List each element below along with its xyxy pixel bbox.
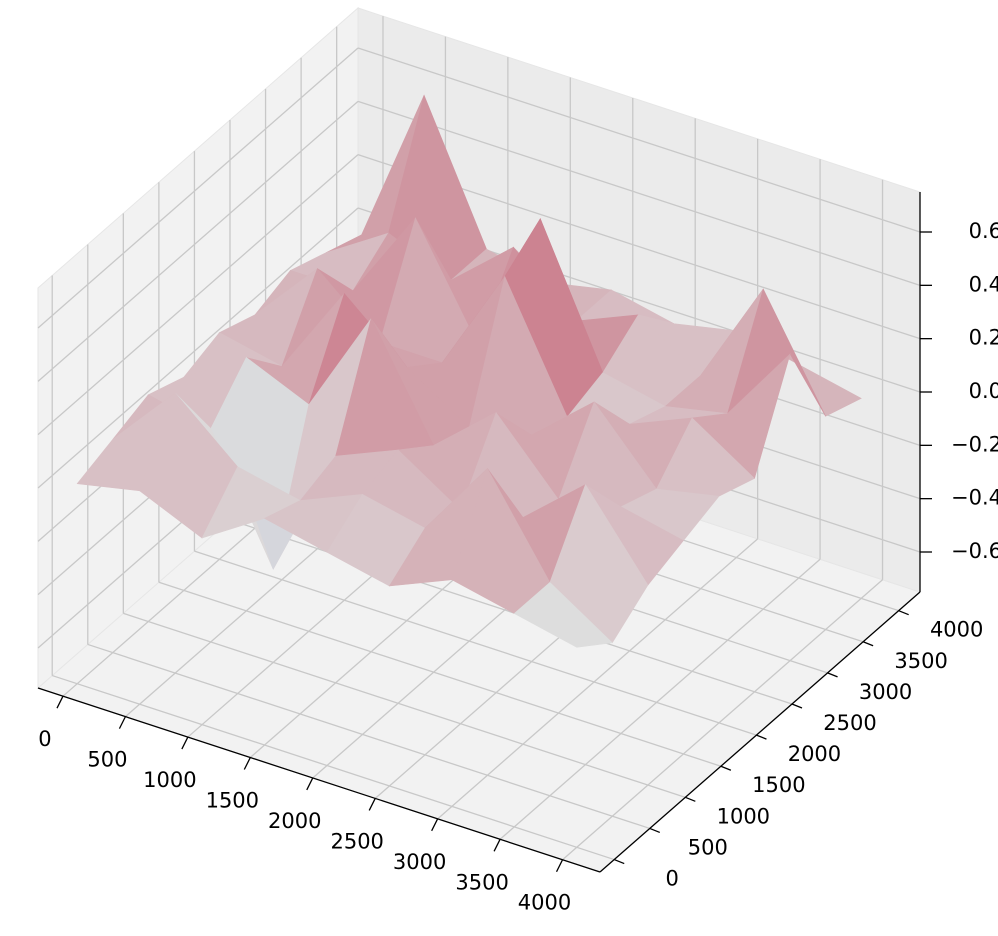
x-tick-label: 0 [38, 727, 51, 751]
y-tick-label: 4000 [930, 618, 983, 642]
z-tick-label: 0.2 [969, 326, 998, 350]
y-grid-line [158, 581, 722, 767]
y-grid-line [194, 550, 757, 736]
x-tick-label: 2000 [268, 809, 321, 833]
y-tick-label: 2000 [788, 742, 841, 766]
y-tick-label: 500 [688, 835, 728, 859]
y-axis-line [599, 591, 921, 873]
y-tick [791, 703, 803, 709]
y-tick [685, 796, 696, 802]
y-tick [613, 858, 625, 865]
z-tick-label: 0.6 [969, 219, 998, 243]
x-tick-label: 3000 [393, 850, 446, 874]
z-grid-line [37, 47, 359, 329]
x-tick-label: 4000 [518, 891, 571, 915]
y-tick [898, 610, 909, 616]
z-grid-line [37, 100, 359, 382]
y-tick-label: 3000 [859, 680, 912, 704]
y-grid-line [87, 643, 650, 830]
x-tick-label: 500 [87, 748, 127, 772]
x-tick [243, 757, 251, 770]
z-grid-line [37, 207, 359, 489]
y-tick [756, 734, 767, 740]
z-grid-line [357, 47, 921, 233]
y-tick [720, 765, 732, 771]
x-axis-line [37, 687, 601, 873]
z-tick-label: 0.4 [969, 272, 998, 296]
y-tick-label: 1500 [752, 773, 805, 797]
x-tick [306, 777, 314, 791]
y-tick-label: 0 [666, 867, 679, 891]
y-tick-label: 2500 [823, 711, 876, 735]
x-tick [56, 695, 64, 709]
x-tick [368, 798, 376, 811]
z-tick-label: −0.4 [951, 486, 998, 510]
x-tick-label: 2500 [330, 829, 383, 853]
x-grid-line [562, 579, 883, 861]
y-grid-line [52, 674, 615, 861]
x-tick-label: 1500 [206, 789, 259, 813]
y-tick-label: 1000 [717, 804, 770, 828]
z-grid-line [37, 154, 359, 436]
x-grid-line [499, 558, 821, 840]
x-tick [118, 716, 127, 729]
surface-patch [513, 581, 613, 648]
x-tick-label: 3500 [455, 870, 508, 894]
x-tick [493, 838, 501, 852]
y-tick-label: 3500 [894, 649, 947, 673]
z-tick-label: 0.0 [969, 379, 998, 403]
x-grid-line [437, 538, 759, 820]
x-tick [431, 818, 439, 832]
x-tick-label: 1000 [143, 768, 196, 792]
y-tick [827, 672, 838, 678]
z-tick-label: −0.2 [951, 432, 998, 456]
z-tick-label: −0.6 [951, 539, 998, 563]
z-grid-line [357, 100, 921, 286]
y-grid-line [123, 612, 686, 798]
x-tick [181, 736, 189, 750]
y-tick [862, 641, 874, 647]
x-tick [555, 859, 564, 873]
y-tick [649, 827, 661, 834]
